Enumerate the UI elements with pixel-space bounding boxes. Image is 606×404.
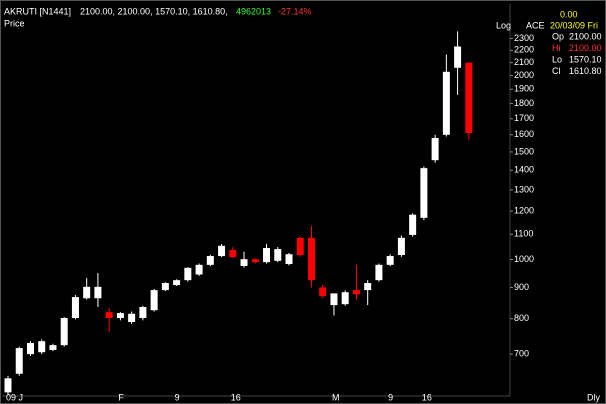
- candle-body: [330, 293, 338, 306]
- candle-body: [229, 250, 237, 258]
- candle-body: [105, 312, 113, 319]
- candle-body: [218, 245, 226, 257]
- change: -27.14%: [278, 6, 312, 16]
- candle-body: [184, 267, 192, 281]
- candle-body: [397, 237, 405, 256]
- y-tick-label: 1400: [514, 165, 534, 175]
- y-tick-label: 2000: [514, 70, 534, 80]
- candle-body: [49, 345, 57, 350]
- x-tick-label: 16: [231, 392, 241, 402]
- y-tick-label: 1300: [514, 184, 534, 194]
- panel-value: 2100.00: [569, 43, 602, 53]
- candle-body: [352, 290, 360, 295]
- y-tick-label: 1200: [514, 205, 534, 215]
- candle-body: [150, 290, 158, 311]
- candle-body: [364, 283, 372, 291]
- candle-body: [26, 342, 34, 355]
- candle-body: [263, 248, 271, 263]
- volume: 4962013: [236, 6, 271, 16]
- candle-body: [116, 313, 124, 319]
- panel-value: 1570.10: [569, 54, 602, 64]
- candle-body: [206, 256, 214, 265]
- candle-body: [409, 214, 417, 235]
- panel-label: Op: [552, 31, 564, 41]
- candle-body: [94, 286, 102, 299]
- candle-body: [195, 264, 203, 275]
- quote: 2100.00, 2100.00, 1570.10, 1610.80,: [80, 6, 228, 16]
- candle-body: [161, 283, 169, 291]
- panel-label: Lo: [552, 54, 562, 64]
- y-tick-label: 1000: [514, 254, 534, 264]
- candle-body: [60, 318, 68, 346]
- panel-value: 2100.00: [569, 31, 602, 41]
- candle-body: [296, 237, 304, 256]
- candle-body: [139, 307, 147, 319]
- candle-body: [251, 259, 259, 263]
- y-label: Price: [4, 18, 25, 28]
- candle-body: [319, 287, 327, 297]
- y-tick-label: 900: [514, 282, 529, 292]
- symbol: ACE: [526, 20, 545, 30]
- candle-body: [307, 237, 315, 281]
- candle-body: [15, 348, 23, 374]
- x-tick-label: 9: [175, 392, 180, 402]
- y-tick-label: 1700: [514, 113, 534, 123]
- x-tick-label: M: [332, 392, 340, 402]
- panel-value: 1610.80: [569, 66, 602, 76]
- y-tick-label: 800: [514, 313, 529, 323]
- candle-body: [38, 341, 46, 353]
- y-tick-label: 2200: [514, 45, 534, 55]
- y-tick-label: 1600: [514, 129, 534, 139]
- panel-label: Hi: [552, 43, 561, 53]
- x-tick-label: 9: [388, 392, 393, 402]
- candle-body: [83, 286, 91, 299]
- candle-body: [420, 168, 428, 218]
- panel-value: 0.00: [560, 9, 578, 19]
- y-tick-label: 1900: [514, 84, 534, 94]
- period: Dly: [587, 392, 600, 402]
- candle-body: [285, 254, 293, 265]
- x-tick-label: 09 J: [6, 392, 23, 402]
- candle-body: [442, 71, 450, 135]
- candle-body: [465, 62, 473, 134]
- panel-date: 20/03/09 Fri: [550, 20, 598, 30]
- candle-body: [128, 313, 136, 323]
- candle-body: [4, 378, 12, 393]
- candle-body: [454, 46, 462, 68]
- scale-label: Log: [496, 20, 511, 30]
- candle-body: [375, 264, 383, 281]
- panel-label: Cl: [552, 66, 561, 76]
- y-tick-label: 1100: [514, 229, 533, 239]
- candle-body: [173, 280, 181, 286]
- y-tick-label: 2300: [514, 33, 534, 43]
- candle-body: [240, 259, 248, 266]
- candle-body: [431, 137, 439, 161]
- y-tick-label: 700: [514, 348, 529, 358]
- y-tick-label: 2100: [514, 57, 534, 67]
- x-tick-label: F: [118, 392, 124, 402]
- x-tick-label: 16: [422, 392, 432, 402]
- y-tick-label: 1500: [514, 146, 534, 156]
- y-tick-label: 1800: [514, 98, 534, 108]
- candle-body: [341, 292, 349, 305]
- candle-body: [386, 256, 394, 265]
- candle-body: [71, 297, 79, 319]
- candle-body: [274, 249, 282, 261]
- chart-title: AKRUTI [N1441]: [4, 6, 71, 16]
